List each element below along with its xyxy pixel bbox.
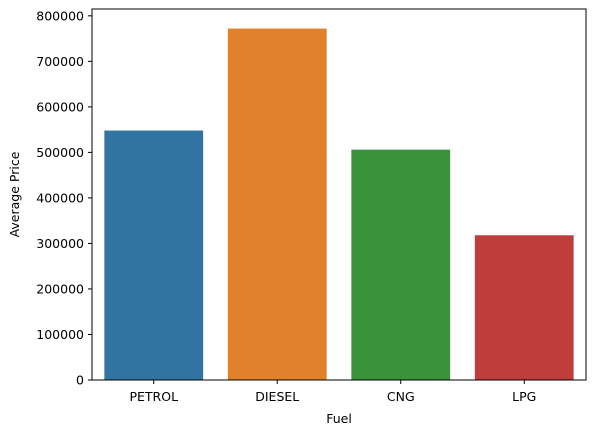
y-axis-label: Average Price (7, 151, 22, 237)
y-tick-label: 600000 (36, 99, 84, 114)
bar-lpg (474, 235, 574, 380)
bar-petrol (104, 130, 204, 380)
y-tick-label: 200000 (36, 281, 84, 296)
bars (104, 28, 574, 381)
y-tick-label: 800000 (36, 8, 84, 23)
y-tick-label: 400000 (36, 190, 84, 205)
x-tick-label: CNG (387, 389, 415, 404)
y-tick-label: 500000 (36, 145, 84, 160)
x-axis-label: Fuel (326, 411, 352, 426)
plot-frame (91, 8, 587, 381)
y-tick-label: 100000 (36, 327, 84, 342)
bar-cng (351, 149, 451, 380)
y-tick-label: 300000 (36, 236, 84, 251)
x-axis-ticks: PETROL DIESEL CNG LPG (129, 380, 536, 404)
x-tick-label: DIESEL (255, 389, 299, 404)
bar-diesel (227, 28, 327, 381)
y-tick-label: 700000 (36, 54, 84, 69)
x-tick-label: LPG (512, 389, 536, 404)
x-tick-label: PETROL (129, 389, 178, 404)
y-tick-label: 0 (76, 373, 84, 388)
y-axis-ticks: 0 100000 200000 300000 400000 500000 600000 700… (36, 8, 92, 388)
